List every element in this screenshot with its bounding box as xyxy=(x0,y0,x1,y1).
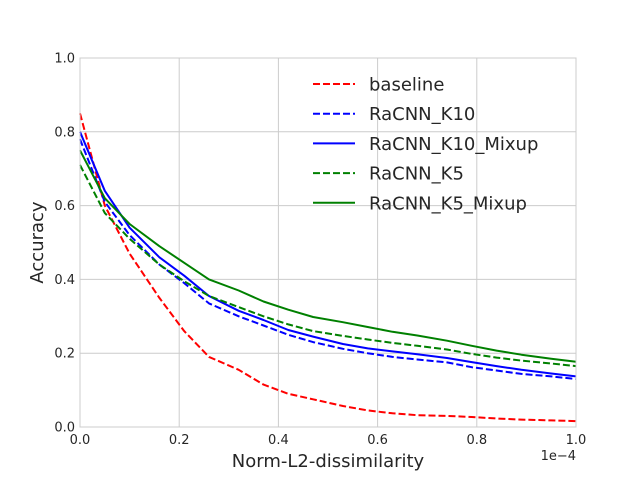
x-tick-label: 0.2 xyxy=(169,433,190,448)
y-tick-label: 0.4 xyxy=(54,273,75,288)
y-tick-label: 0.8 xyxy=(54,125,75,140)
legend-label: baseline xyxy=(369,75,444,96)
axis-ticks: 0.0 0.2 0.4 0.6 0.8 1.0 0.0 0.2 0.4 0.6 0.8 1.0 xyxy=(54,52,586,449)
series-line-racnn-k5 xyxy=(79,164,577,368)
x-tick-label: 0.0 xyxy=(70,433,91,448)
series-line-racnn-k10-mixup xyxy=(79,131,577,378)
series-line-racnn-k5-mixup xyxy=(79,149,577,363)
y-tick-label: 0.2 xyxy=(54,347,75,362)
legend-label: RaCNN_K5_Mixup xyxy=(369,193,527,214)
y-tick-label: 0.0 xyxy=(54,421,75,436)
legend-label: RaCNN_K10_Mixup xyxy=(369,134,538,155)
y-tick-label: 0.6 xyxy=(54,199,75,214)
legend-label: RaCNN_K10 xyxy=(369,104,475,125)
y-tick-label: 1.0 xyxy=(54,52,75,67)
x-axis-label: Norm-L2-dissimilarity xyxy=(232,451,425,472)
legend: baseline RaCNN_K10 RaCNN_K10_Mixup RaCNN_K5… xyxy=(313,75,538,214)
x-tick-label: 0.4 xyxy=(268,433,289,448)
y-axis-label: Accuracy xyxy=(27,201,48,284)
plot-frame xyxy=(79,57,577,428)
series-line-baseline xyxy=(79,113,577,423)
x-tick-label: 1.0 xyxy=(566,433,587,448)
legend-label: RaCNN_K5 xyxy=(369,164,464,185)
x-tick-label: 0.6 xyxy=(367,433,388,448)
x-axis-offset-text: 1e−4 xyxy=(541,449,576,464)
x-tick-label: 0.8 xyxy=(466,433,487,448)
plot-series xyxy=(79,113,577,423)
